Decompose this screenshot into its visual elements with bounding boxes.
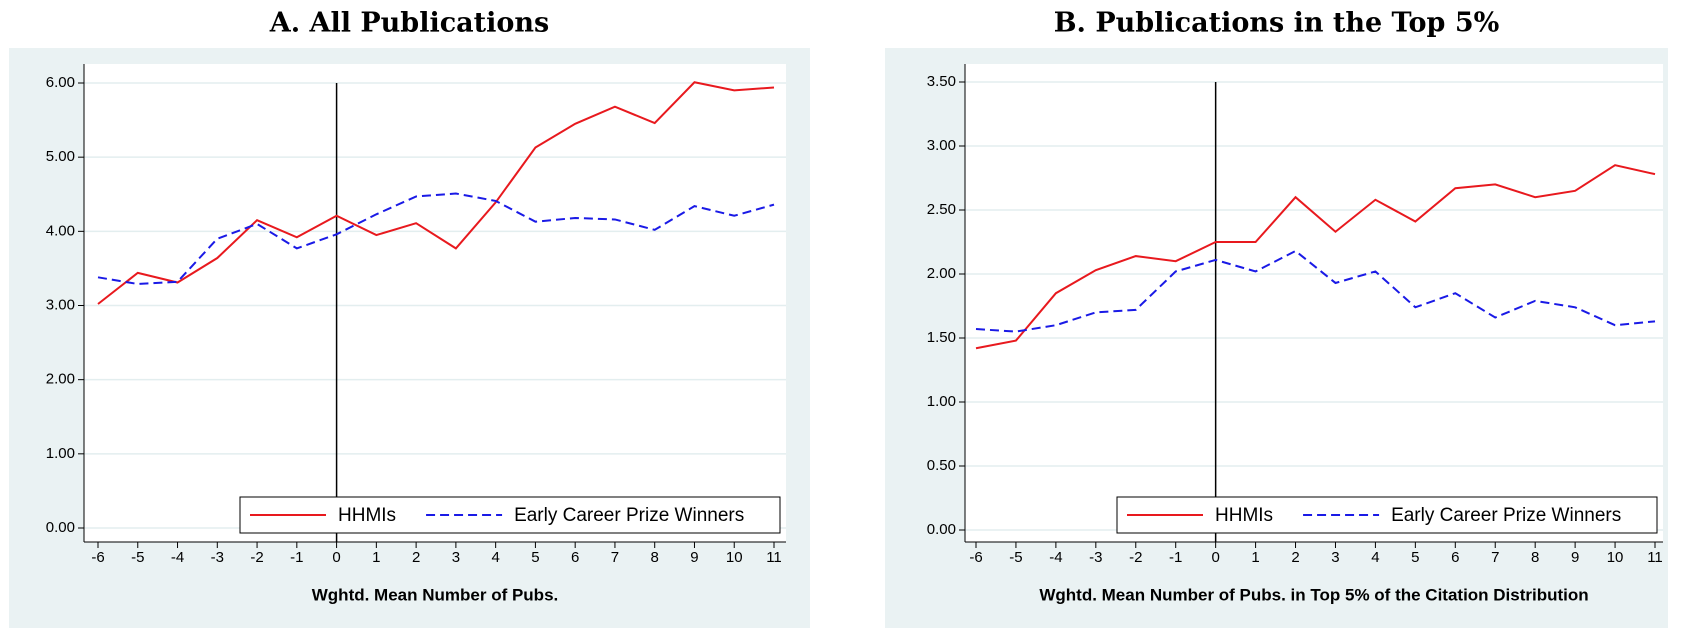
x-tick-label: -6 [969, 549, 982, 566]
x-tick-label: 0 [332, 549, 340, 566]
y-tick-label: 6.00 [46, 74, 75, 91]
x-tick-label: 1 [372, 549, 380, 566]
x-tick-label: 3 [1331, 549, 1339, 566]
plot-area [84, 64, 786, 542]
x-tick-label: 9 [690, 549, 698, 566]
x-tick-label: 6 [1451, 549, 1459, 566]
x-tick-label: 3 [452, 549, 460, 566]
legend-label: Early Career Prize Winners [514, 505, 744, 526]
x-tick-label: -2 [250, 549, 263, 566]
x-tick-label: -1 [290, 549, 303, 566]
x-axis-title: Wghtd. Mean Number of Pubs. [312, 585, 559, 604]
y-tick-label: 2.00 [46, 371, 75, 388]
x-tick-label: 9 [1571, 549, 1579, 566]
x-tick-label: 4 [1371, 549, 1379, 566]
legend-label: HHMIs [338, 505, 396, 526]
chart-title: A. All Publications [269, 8, 549, 39]
legend-box [239, 496, 781, 534]
plot-area [965, 64, 1663, 542]
y-tick-label: 2.00 [927, 265, 956, 282]
y-tick-label: 3.50 [927, 73, 956, 90]
legend-label: HHMIs [1215, 505, 1273, 526]
y-tick-label: 3.00 [927, 137, 956, 154]
x-tick-label: 5 [1411, 549, 1419, 566]
x-tick-label: -5 [131, 549, 144, 566]
y-tick-label: 0.50 [927, 457, 956, 474]
x-tick-label: -2 [1129, 549, 1142, 566]
x-axis-title: Wghtd. Mean Number of Pubs. in Top 5% of… [1039, 585, 1588, 604]
y-tick-label: 5.00 [46, 148, 75, 165]
series-line [975, 249, 1656, 333]
x-tick-label: 7 [611, 549, 619, 566]
x-tick-label: 4 [491, 549, 499, 566]
x-tick-label: -5 [1009, 549, 1022, 566]
x-tick-label: 7 [1491, 549, 1499, 566]
x-tick-label: 11 [766, 549, 782, 566]
y-tick-label: 4.00 [46, 222, 75, 239]
x-tick-label: 10 [726, 549, 743, 566]
x-tick-label: 2 [412, 549, 420, 566]
x-tick-label: 2 [1291, 549, 1299, 566]
legend-label: Early Career Prize Winners [1391, 505, 1621, 526]
series-line [975, 164, 1656, 350]
y-tick-label: 3.00 [46, 296, 75, 313]
y-tick-label: 1.50 [927, 329, 956, 346]
y-tick-label: 1.00 [927, 393, 956, 410]
x-tick-label: 8 [651, 549, 659, 566]
x-tick-label: -4 [171, 549, 184, 566]
x-tick-label: -6 [91, 549, 104, 566]
x-tick-label: 6 [571, 549, 579, 566]
y-tick-label: 1.00 [46, 445, 75, 462]
x-tick-label: -4 [1049, 549, 1062, 566]
x-tick-label: -3 [1089, 549, 1102, 566]
x-tick-label: 1 [1251, 549, 1259, 566]
legend-box [1116, 496, 1658, 534]
y-tick-label: 0.00 [46, 519, 75, 536]
series-line [97, 192, 775, 285]
chart-title: B. Publications in the Top 5% [1054, 8, 1500, 39]
x-tick-label: 11 [1647, 549, 1663, 566]
x-tick-label: 8 [1531, 549, 1539, 566]
x-tick-label: -1 [1169, 549, 1182, 566]
x-tick-label: -3 [211, 549, 224, 566]
series-line [97, 81, 775, 305]
y-tick-label: 2.50 [927, 201, 956, 218]
y-tick-label: 0.00 [927, 521, 956, 538]
x-tick-label: 10 [1607, 549, 1624, 566]
x-tick-label: 0 [1211, 549, 1219, 566]
x-tick-label: 5 [531, 549, 539, 566]
